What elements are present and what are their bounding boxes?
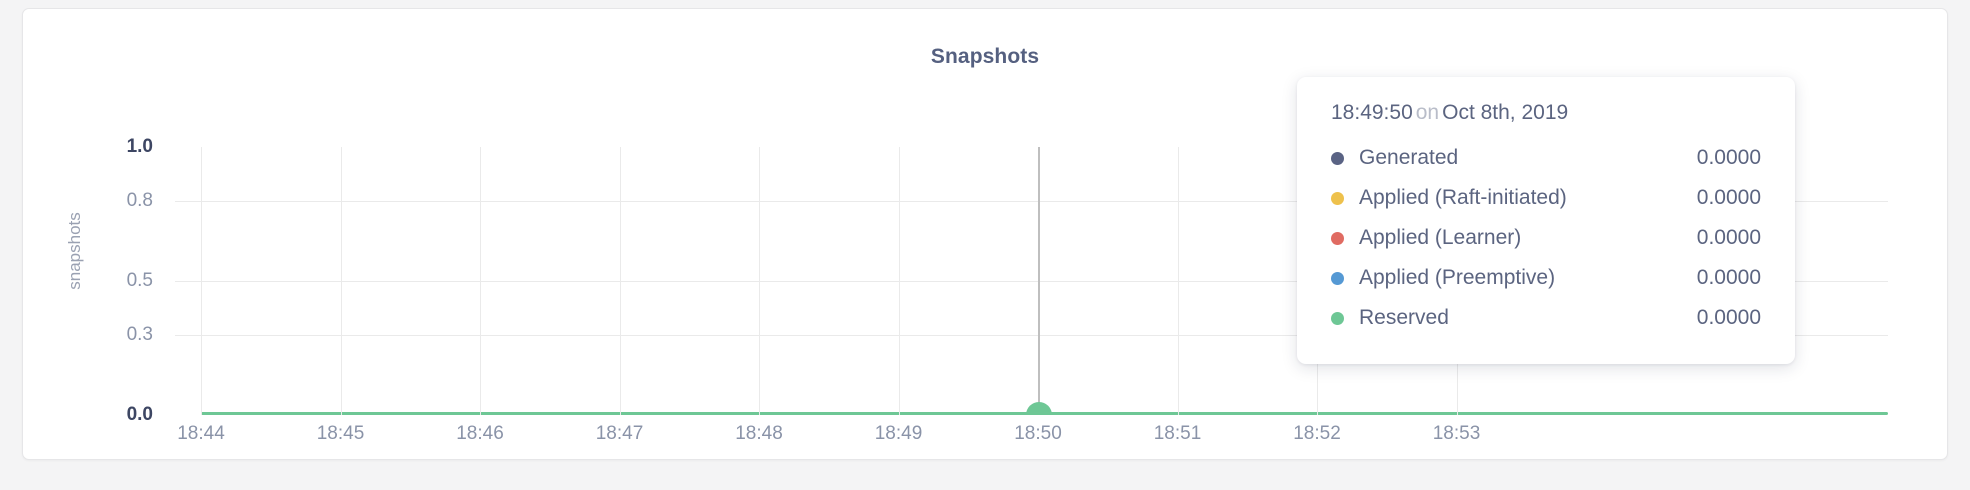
x-axis-tick-label: 18:49 [874,423,923,444]
x-axis-tick-label: 18:53 [1432,423,1481,444]
series-color-dot-icon [1331,151,1344,165]
tooltip-on-word: on [1415,101,1440,124]
tooltip-series-label: Reserved [1359,306,1449,329]
gridline-vertical [619,147,621,415]
x-axis-tick-label: 18:52 [1293,423,1341,444]
y-axis-tick-label: 1.0 [126,136,153,157]
x-axis-tick-label: 18:48 [735,423,783,444]
tooltip-rows: Generated 0.0000 Applied (Raft-initiated) 0… [1331,138,1761,338]
y-axis-ticks: 1.0 0.8 0.5 0.3 0.0 [61,136,153,425]
y-axis-tick-label: 0.0 [126,404,153,425]
gridline-horizontal [175,281,1888,282]
tooltip-series-value: 0.0000 [1696,266,1761,289]
tooltip-date: Oct 8th, 2019 [1442,101,1569,124]
tooltip-series-label: Applied (Learner) [1359,226,1522,249]
series-color-dot-icon [1331,271,1344,285]
tooltip-series-row: Applied (Raft-initiated) 0.0000 [1331,178,1761,218]
tooltip-series-label: Applied (Preemptive) [1359,266,1556,289]
x-axis-tick-label: 18:45 [316,423,365,444]
series-color-dot-icon [1331,311,1344,325]
hover-tooltip: 18:49:50 on Oct 8th, 2019 Generated 0.0000 A… [1297,77,1795,364]
series-color-dot-icon [1331,231,1344,245]
tooltip-series-row: Applied (Preemptive) 0.0000 [1331,258,1761,298]
hover-point-marker [1026,402,1052,415]
tooltip-series-value: 0.0000 [1696,146,1761,169]
tooltip-series-value: 0.0000 [1696,306,1761,329]
x-axis-tick-label: 18:51 [1153,423,1202,444]
gridline-vertical [340,147,342,415]
page-title: Snapshots [930,45,1040,68]
y-axis-tick-label: 0.5 [126,270,153,291]
x-axis-tick-label: 18:50 [1014,423,1062,444]
tooltip-series-row: Applied (Learner) 0.0000 [1331,218,1761,258]
y-axis-tick-label: 0.3 [126,323,153,345]
tooltip-series-label: Generated [1359,146,1459,169]
hover-crosshair-line [1038,147,1040,415]
tooltip-series-label: Applied (Raft-initiated) [1359,186,1567,209]
tooltip-series-row: Generated 0.0000 [1331,138,1761,178]
snapshots-chart-card: Snapshots snapshots 1.0 0.8 0.5 0.3 0.0 18:4… [22,8,1948,460]
gridline-horizontal [175,334,1888,336]
series-color-dot-icon [1331,191,1344,205]
x-axis-tick-label: 18:47 [595,423,644,444]
tooltip-header: 18:49:50 on Oct 8th, 2019 [1331,101,1761,125]
gridline-vertical [201,147,202,415]
y-axis-tick-label: 0.8 [126,189,153,211]
gridline-vertical [759,147,760,415]
tooltip-time: 18:49:50 [1331,101,1413,124]
tooltip-series-row: Reserved 0.0000 [1331,298,1761,338]
gridline-vertical [480,147,481,415]
gridline-vertical [1177,147,1179,415]
gridline-horizontal [175,200,1888,202]
tooltip-series-value: 0.0000 [1696,226,1761,249]
x-axis-tick-label: 18:46 [456,423,504,444]
x-axis-tick-label: 18:44 [177,423,225,444]
tooltip-series-value: 0.0000 [1696,186,1761,209]
gridline-vertical [898,147,900,415]
x-axis-ticks: 18:44 18:45 18:46 18:47 18:48 18:49 18:50 18:51… [177,423,1888,453]
